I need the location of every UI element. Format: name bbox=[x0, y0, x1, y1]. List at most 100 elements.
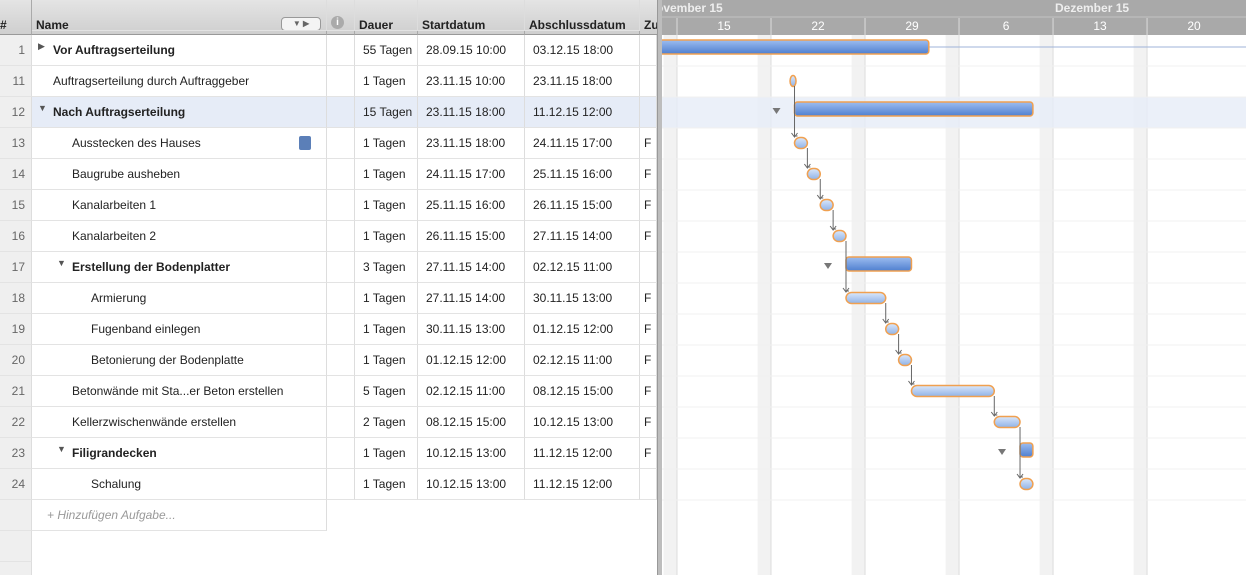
info-cell bbox=[327, 314, 355, 345]
task-name[interactable]: Kellerzwischenwände erstellen bbox=[32, 407, 327, 438]
header-end[interactable]: Abschlussdatum bbox=[525, 0, 640, 35]
info-cell bbox=[327, 66, 355, 97]
summary-marker bbox=[772, 108, 781, 114]
zu-cell bbox=[640, 66, 657, 97]
empty-cell bbox=[355, 0, 418, 31]
task-name[interactable]: Fugenband einlegen bbox=[32, 314, 327, 345]
header-text: # bbox=[0, 18, 7, 32]
summary-bar bbox=[1019, 442, 1034, 458]
task-name[interactable]: Schalung bbox=[32, 469, 327, 500]
dependency bbox=[993, 396, 998, 416]
dependency-arrow bbox=[816, 194, 824, 200]
summary-marker bbox=[823, 263, 832, 269]
start-date: 23.11.15 18:00 bbox=[418, 128, 525, 159]
info-icon[interactable]: i bbox=[331, 16, 344, 29]
header-text: Name bbox=[36, 18, 69, 32]
info-cell bbox=[327, 128, 355, 159]
info-cell bbox=[327, 407, 355, 438]
info-cell bbox=[327, 159, 355, 190]
task-grid: # Name ▼ ▶ i Dauer Startdatum Abschlussd… bbox=[0, 0, 657, 575]
expand-toggle[interactable]: ▶ bbox=[38, 41, 45, 51]
splitter[interactable] bbox=[657, 0, 662, 575]
task-name[interactable]: Auftragserteilung durch Auftraggeber bbox=[32, 66, 327, 97]
task-name[interactable]: Vor Auftragserteilung bbox=[32, 35, 327, 66]
row-number: 22 bbox=[0, 407, 32, 438]
task-name[interactable]: Armierung bbox=[32, 283, 327, 314]
dependency bbox=[898, 334, 902, 354]
dependency-arrow bbox=[829, 225, 837, 231]
month-label: ovember 15 bbox=[662, 1, 723, 15]
duration: 15 Tagen bbox=[355, 97, 418, 128]
task-name[interactable]: Kanalarbeiten 1 bbox=[32, 190, 327, 221]
end-date: 11.12.15 12:00 bbox=[525, 469, 640, 500]
task-bar bbox=[897, 353, 913, 367]
row-number: 19 bbox=[0, 314, 32, 345]
duration: 1 Tagen bbox=[355, 221, 418, 252]
summary-bar bbox=[662, 39, 930, 55]
expand-toggle[interactable]: ▼ bbox=[38, 103, 47, 113]
row-number: 16 bbox=[0, 221, 32, 252]
dependency-arrow bbox=[842, 287, 850, 293]
end-date: 25.11.15 16:00 bbox=[525, 159, 640, 190]
start-date: 01.12.15 12:00 bbox=[418, 345, 525, 376]
task-name[interactable]: Baugrube ausheben bbox=[32, 159, 327, 190]
header-text: Zu bbox=[644, 18, 657, 32]
row-number: 24 bbox=[0, 469, 32, 500]
header-name[interactable]: Name ▼ ▶ bbox=[32, 0, 327, 35]
zu-cell bbox=[640, 469, 657, 500]
row-number bbox=[0, 500, 32, 531]
task-name[interactable]: Filigrandecken bbox=[32, 438, 327, 469]
task-icon[interactable] bbox=[299, 136, 311, 150]
dependency bbox=[794, 86, 798, 137]
expand-toggle[interactable]: ▼ bbox=[57, 258, 66, 268]
task-name[interactable]: Betonierung der Bodenplatte bbox=[32, 345, 327, 376]
task-bar bbox=[832, 229, 847, 243]
task-bar bbox=[884, 322, 900, 336]
info-cell bbox=[327, 376, 355, 407]
week-label: 6 bbox=[1003, 19, 1010, 33]
summary-bar bbox=[845, 256, 913, 272]
end-date: 11.12.15 12:00 bbox=[525, 97, 640, 128]
weekend-band bbox=[851, 35, 866, 575]
expand-toggle[interactable]: ▼ bbox=[57, 444, 66, 454]
row-number: 1 bbox=[0, 35, 32, 66]
summary-marker bbox=[998, 449, 1007, 455]
header-zu[interactable]: Zu bbox=[640, 0, 657, 35]
dependency-arrow bbox=[908, 380, 915, 386]
zu-cell bbox=[640, 35, 657, 66]
end-date: 30.11.15 13:00 bbox=[525, 283, 640, 314]
task-name[interactable]: Nach Auftragserteilung bbox=[32, 97, 327, 128]
end-date: 10.12.15 13:00 bbox=[525, 407, 640, 438]
add-task[interactable]: + Hinzufügen Aufgabe... bbox=[32, 500, 327, 531]
header-number: # bbox=[0, 0, 32, 35]
header-info: i bbox=[327, 0, 355, 35]
info-cell bbox=[327, 469, 355, 500]
task-name[interactable]: Erstellung der Bodenplatter bbox=[32, 252, 327, 283]
zu-cell: F bbox=[640, 345, 657, 376]
week-label: 29 bbox=[905, 19, 919, 33]
info-cell bbox=[327, 438, 355, 469]
zu-cell: F bbox=[640, 283, 657, 314]
duration: 1 Tagen bbox=[355, 66, 418, 97]
zu-cell: F bbox=[640, 438, 657, 469]
task-name[interactable]: Betonwände mit Sta...er Beton erstellen bbox=[32, 376, 327, 407]
info-cell bbox=[327, 252, 355, 283]
end-date: 11.12.15 12:00 bbox=[525, 438, 640, 469]
week-label: 20 bbox=[1187, 19, 1201, 33]
duration: 1 Tagen bbox=[355, 190, 418, 221]
empty-cell bbox=[32, 0, 327, 31]
task-name[interactable]: Ausstecken des Hauses bbox=[32, 128, 327, 159]
dependency bbox=[806, 148, 811, 168]
zu-cell: F bbox=[640, 128, 657, 159]
row-number: 17 bbox=[0, 252, 32, 283]
dependency bbox=[832, 210, 837, 230]
start-date: 26.11.15 15:00 bbox=[418, 221, 525, 252]
info-cell bbox=[327, 97, 355, 128]
task-name[interactable]: Kanalarbeiten 2 bbox=[32, 221, 327, 252]
duration: 1 Tagen bbox=[355, 283, 418, 314]
dependency-arrow bbox=[895, 349, 902, 355]
row-number: 13 bbox=[0, 128, 32, 159]
week-label: 13 bbox=[1093, 19, 1107, 33]
duration: 1 Tagen bbox=[355, 438, 418, 469]
zu-cell: F bbox=[640, 221, 657, 252]
